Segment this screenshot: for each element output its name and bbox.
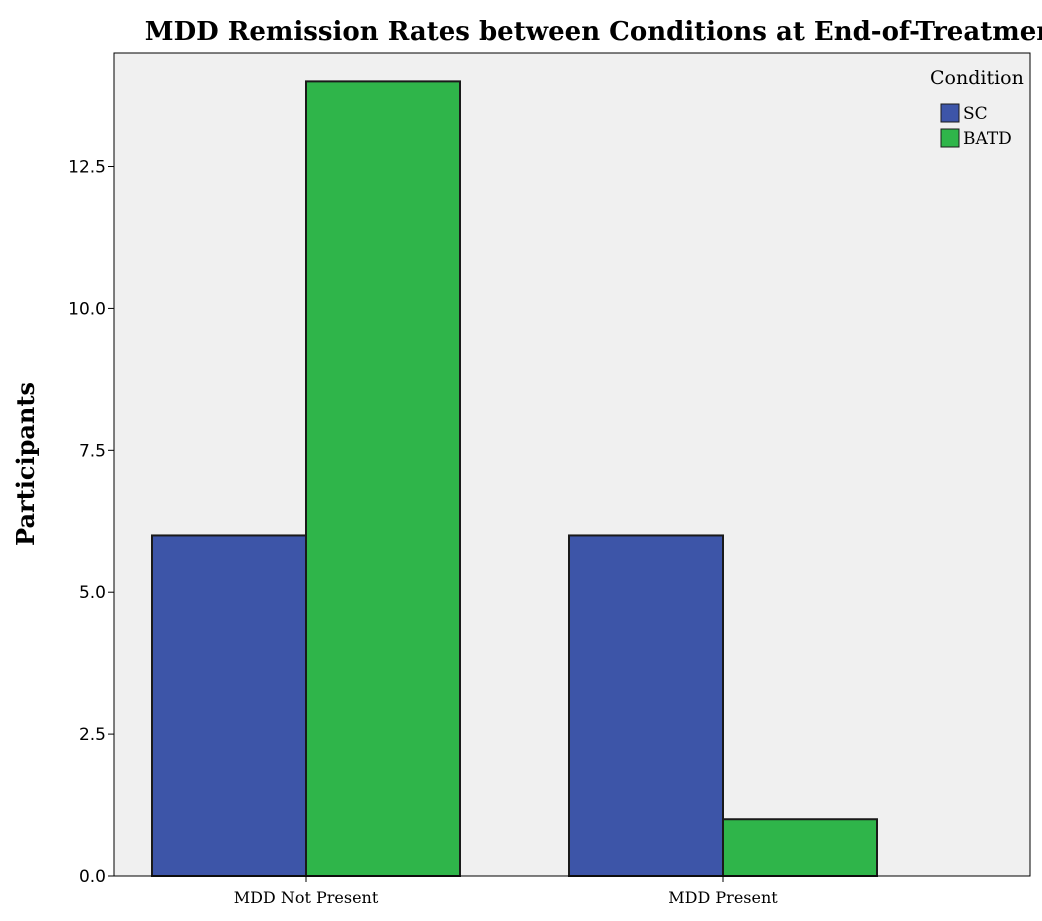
bars xyxy=(151,80,878,878)
legend-title: Condition xyxy=(930,67,1024,89)
x-axis: MDD Not Present MDD Present xyxy=(114,875,1030,907)
chart-title: MDD Remission Rates between Conditions a… xyxy=(145,17,1042,47)
y-axis: 0.0 2.5 5.0 7.5 10.0 12.5 xyxy=(68,53,115,887)
legend-swatch-batd xyxy=(940,128,960,148)
x-tick-label: MDD Not Present xyxy=(234,888,379,907)
bar-batd-1 xyxy=(305,80,461,877)
legend: Condition SC BATD xyxy=(930,67,1024,149)
legend-swatch-sc xyxy=(940,103,960,123)
x-tick-label: MDD Present xyxy=(668,888,778,907)
y-axis-label: Participants xyxy=(11,382,40,546)
y-tick-label: 12.5 xyxy=(68,158,106,178)
legend-items: SC BATD xyxy=(940,103,1012,149)
legend-label-batd: BATD xyxy=(963,129,1012,149)
y-tick-label: 0.0 xyxy=(79,867,106,887)
y-tick-label: 5.0 xyxy=(79,583,106,603)
bar-sc-2 xyxy=(568,534,724,878)
y-tick-label: 2.5 xyxy=(79,725,106,745)
bar-sc-1 xyxy=(151,534,307,878)
bar-batd-2 xyxy=(722,818,878,878)
y-tick-label: 10.0 xyxy=(68,299,106,319)
legend-label-sc: SC xyxy=(963,104,988,124)
y-tick-label: 7.5 xyxy=(79,441,106,461)
